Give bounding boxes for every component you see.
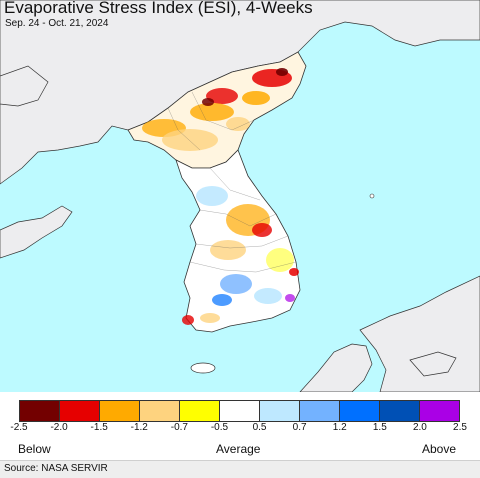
map-canvas — [0, 0, 480, 392]
legend-tick-label: -2.0 — [50, 422, 68, 433]
legend-swatch — [420, 401, 459, 421]
legend-color-bar — [19, 400, 460, 422]
legend-tick-label: 0.5 — [252, 422, 267, 433]
legend-swatch — [180, 401, 220, 421]
legend-tick-label: -1.2 — [130, 422, 148, 433]
legend-tick-label: 0.7 — [292, 422, 307, 433]
legend-swatch — [300, 401, 340, 421]
source-footer: Source: NASA SERVIR — [0, 460, 480, 478]
legend-tick-label: -1.5 — [90, 422, 108, 433]
ulleung-island — [369, 193, 375, 199]
legend-tick-label: -0.7 — [170, 422, 188, 433]
esi-map: Evaporative Stress Index (ESI), 4-Weeks … — [0, 0, 480, 392]
shandong-peninsula — [0, 205, 73, 259]
legend-swatch — [20, 401, 60, 421]
province-borders — [167, 91, 297, 273]
japan-shikoku — [409, 351, 457, 377]
jeju-island — [190, 362, 216, 374]
japan-kyushu — [299, 343, 373, 392]
legend-swatch — [340, 401, 380, 421]
legend-swatch — [140, 401, 180, 421]
liaodong-peninsula — [0, 65, 49, 107]
legend-swatch — [260, 401, 300, 421]
legend-tick-label: -2.5 — [10, 422, 28, 433]
esi-anomaly-patches — [142, 68, 299, 325]
date-range: Sep. 24 - Oct. 21, 2024 — [5, 18, 109, 29]
legend-tick-label: 1.5 — [372, 422, 387, 433]
legend-tick-label: 1.2 — [332, 422, 347, 433]
legend-swatch — [380, 401, 420, 421]
legend-average-label: Average — [216, 442, 261, 456]
legend-tick-label: 2.5 — [453, 422, 467, 433]
legend-above-label: Above — [422, 442, 457, 456]
map-title: Evaporative Stress Index (ESI), 4-Weeks — [4, 0, 313, 17]
legend-below-label: Below — [18, 442, 51, 456]
legend-swatch — [220, 401, 260, 421]
legend-swatch — [60, 401, 100, 421]
legend-tick-label: -0.5 — [210, 422, 229, 433]
legend-tick-label: 2.0 — [412, 422, 427, 433]
legend-swatch — [100, 401, 140, 421]
